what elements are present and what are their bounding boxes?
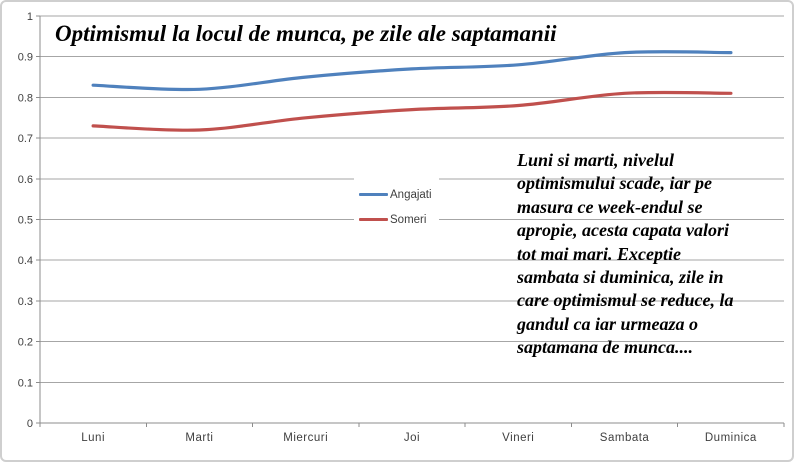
annotation-line: apropie, acesta capata valori bbox=[517, 220, 729, 241]
x-axis-label: Luni bbox=[81, 432, 105, 444]
x-axis-label: Sambata bbox=[600, 432, 650, 444]
annotation-line: care optimismul se reduce, la bbox=[517, 290, 734, 311]
y-axis-label: 0.5 bbox=[18, 215, 33, 227]
series-line-swatch-blue bbox=[359, 193, 388, 196]
x-axis-label: Marti bbox=[185, 432, 213, 444]
series-line-someri[interactable] bbox=[91, 90, 733, 132]
series-line-angajati[interactable] bbox=[91, 50, 733, 92]
annotation-line: saptamana de munca.... bbox=[517, 337, 694, 358]
legend-label-someri: Someri bbox=[390, 213, 427, 226]
x-axis-label: Miercuri bbox=[283, 432, 328, 444]
y-axis-label: 0.3 bbox=[18, 296, 33, 308]
x-axis-label: Vineri bbox=[502, 432, 534, 444]
legend-item-angajati[interactable]: Angajati bbox=[359, 182, 432, 207]
legend-label-angajati: Angajati bbox=[390, 188, 432, 201]
annotation-line: tot mai mari. Exceptie bbox=[517, 243, 681, 264]
y-axis-label: 0 bbox=[27, 418, 33, 430]
x-axis-label: Duminica bbox=[705, 432, 757, 444]
annotation-line: optimismului scade, iar pe bbox=[517, 173, 713, 194]
series-line-swatch-red bbox=[359, 218, 388, 221]
y-axis-label: 0.2 bbox=[18, 337, 33, 349]
x-axis-label: Joi bbox=[404, 432, 420, 444]
y-axis-label: 0.7 bbox=[18, 133, 33, 145]
annotation-line: sambata si duminica, zile in bbox=[517, 267, 724, 288]
y-axis-label: 0.8 bbox=[18, 92, 33, 104]
y-axis-label: 1 bbox=[27, 11, 33, 23]
annotation-line: Luni si marti, nivelul bbox=[517, 150, 675, 170]
chart-title[interactable]: Optimismul la locul de munca, pe zile al… bbox=[55, 21, 557, 46]
annotation-line: masura ce week-endul se bbox=[517, 196, 703, 217]
annotation-text[interactable]: Luni si marti, nivelul optimismului scade… bbox=[517, 149, 792, 360]
y-axis-label: 0.1 bbox=[18, 377, 33, 389]
annotation-line: gandul ca iar urmeaza o bbox=[517, 313, 699, 334]
legend: Angajati Someri bbox=[354, 178, 439, 236]
y-axis-label: 0.4 bbox=[18, 255, 33, 267]
legend-item-someri[interactable]: Someri bbox=[359, 207, 432, 232]
y-axis-label: 0.6 bbox=[18, 174, 33, 186]
y-axis-label: 0.9 bbox=[18, 52, 33, 64]
